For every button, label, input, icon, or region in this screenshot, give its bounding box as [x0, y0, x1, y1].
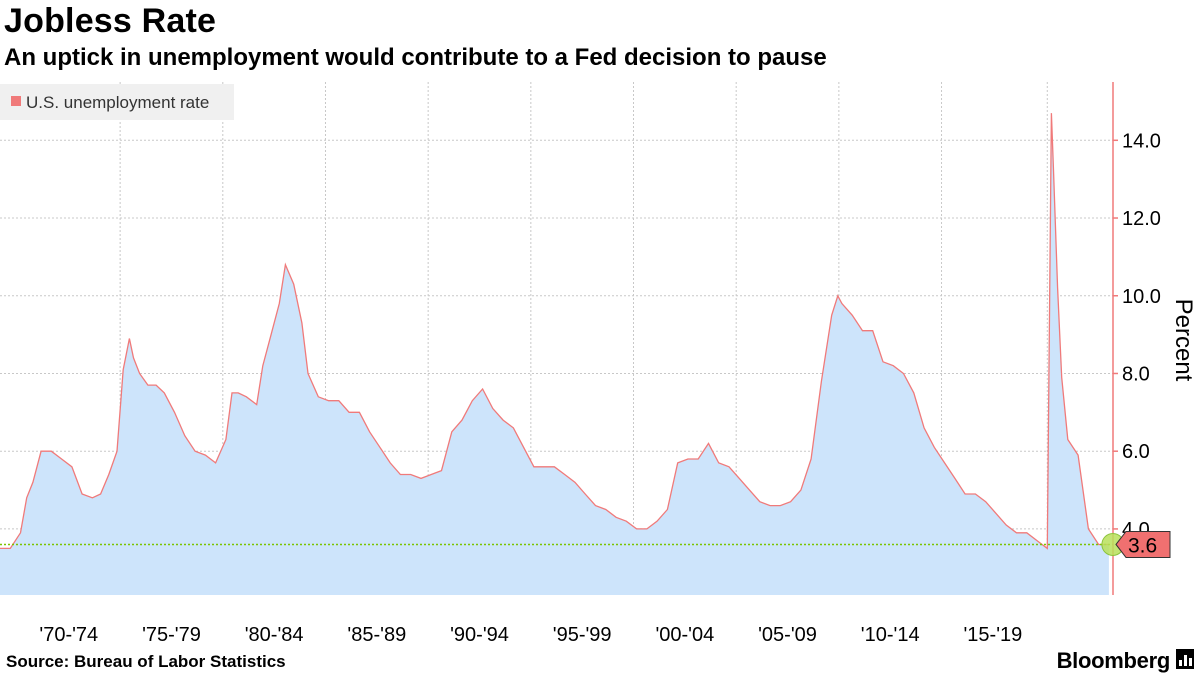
x-tick-label: '80-'84	[245, 624, 304, 646]
bloomberg-terminal-icon	[1176, 649, 1194, 669]
x-tick-label: '05-'09	[758, 624, 817, 646]
unemployment-area-fill	[0, 113, 1109, 595]
y-tick-label: 10.0	[1122, 286, 1161, 308]
chart-subtitle: An uptick in unemployment would contribu…	[4, 44, 827, 71]
x-tick-label: '70-'74	[39, 624, 98, 646]
x-tick-label: '15-'19	[963, 624, 1022, 646]
source-note: Source: Bureau of Labor Statistics	[6, 652, 286, 671]
y-tick-label: 8.0	[1122, 363, 1150, 385]
x-axis-ticks: '70-'74 '75-'79 '80-'84 '85-'89 '90-'94 '95-'…	[39, 624, 1022, 646]
unemployment-series-line	[0, 113, 1109, 550]
x-tick-label: '10-'14	[861, 624, 920, 646]
x-tick-label: '00-'04	[655, 624, 714, 646]
bloomberg-logo: Bloomberg	[1056, 648, 1171, 673]
chart-title: Jobless Rate	[4, 2, 217, 40]
x-tick-label: '95-'99	[553, 624, 612, 646]
legend-swatch	[11, 96, 21, 106]
y-tick-label: 14.0	[1122, 130, 1161, 152]
y-tick-label: 6.0	[1122, 441, 1150, 463]
y-axis-label: Percent	[1170, 299, 1197, 382]
legend-entry-unemployment-rate: U.S. unemployment rate	[26, 93, 209, 112]
last-value-tag	[1115, 530, 1171, 558]
legend: U.S. unemployment rate	[0, 84, 234, 120]
x-tick-label: '85-'89	[347, 624, 406, 646]
x-tick-label: '75-'79	[142, 624, 201, 646]
legend-background	[0, 84, 234, 120]
y-axis-ticks: 4.06.08.010.012.014.0	[1113, 130, 1161, 541]
y-tick-label: 12.0	[1122, 208, 1161, 230]
last-value-label: 3.6	[1128, 534, 1157, 557]
x-tick-label: '90-'94	[450, 624, 509, 646]
